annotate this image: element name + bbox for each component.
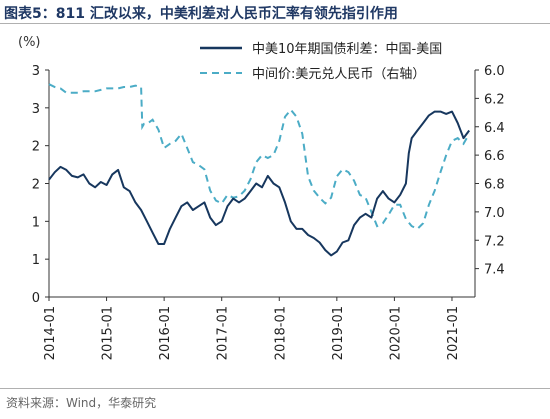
left-tick-label: 1	[32, 253, 40, 268]
right-tick-label: 7.0	[484, 206, 505, 221]
series-line-usdcny-fixing	[48, 83, 471, 231]
source-divider	[0, 388, 550, 389]
right-tick-label: 6.0	[484, 64, 505, 79]
left-axis-ticks: 0 1 1 2 2 3 3	[32, 64, 49, 306]
left-tick-label: 2	[32, 140, 40, 155]
left-tick-label: 1	[32, 215, 40, 230]
left-tick-label: 2	[32, 178, 40, 193]
x-tick-label: 2016-01	[158, 306, 173, 360]
x-axis-ticks: 2014-01 2015-01 2016-01 2017-01 2018-01 2019-…	[43, 297, 461, 360]
left-tick-label: 3	[32, 102, 40, 117]
legend-label-fx: 中间价:美元兑人民币（右轴）	[252, 67, 425, 82]
right-tick-label: 6.8	[484, 178, 505, 193]
right-tick-label: 6.4	[484, 121, 505, 136]
series-line-yield-spread	[48, 110, 471, 257]
legend-label-spread: 中美10年期国债利差：中国-美国	[252, 42, 442, 57]
x-tick-label: 2017-01	[216, 306, 231, 360]
right-axis-ticks: 6.0 6.2 6.4 6.6 6.8 7.0 7.2 7.4	[475, 64, 505, 278]
x-tick-label: 2015-01	[101, 306, 116, 360]
figure-title: 图表5：811 汇改以来，中美利差对人民币汇率有领先指引作用	[4, 6, 398, 22]
legend: 中美10年期国债利差：中国-美国 中间价:美元兑人民币（右轴）	[200, 42, 442, 82]
right-tick-label: 7.4	[484, 263, 505, 278]
right-tick-label: 7.2	[484, 234, 505, 249]
right-tick-label: 6.6	[484, 149, 505, 164]
title-divider	[0, 23, 550, 24]
source-note: 资料来源：Wind，华泰研究	[6, 396, 157, 410]
x-tick-label: 2019-01	[331, 306, 346, 360]
x-tick-label: 2021-01	[446, 306, 461, 360]
chart: (%) 0 1 1 2 2 3 3 6.0 6.2 6.4 6.6 6.8 7.0 7.2 7.4 201…	[18, 35, 505, 360]
right-tick-label: 6.2	[484, 92, 505, 107]
left-axis-unit: (%)	[18, 35, 41, 50]
left-tick-label: 3	[32, 64, 40, 79]
x-tick-label: 2018-01	[273, 306, 288, 360]
left-tick-label: 0	[32, 291, 40, 306]
x-tick-label: 2014-01	[43, 306, 58, 360]
x-tick-label: 2020-01	[388, 306, 403, 360]
